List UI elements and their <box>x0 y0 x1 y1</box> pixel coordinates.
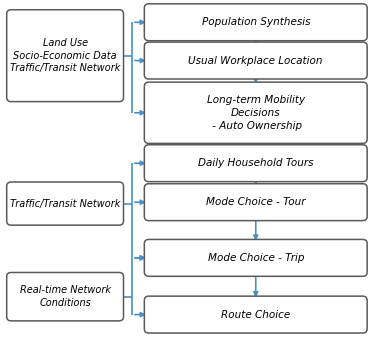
Text: Mode Choice - Tour: Mode Choice - Tour <box>206 197 305 207</box>
FancyBboxPatch shape <box>7 272 124 321</box>
Text: Land Use
Socio-Economic Data
Traffic/Transit Network: Land Use Socio-Economic Data Traffic/Tra… <box>10 38 120 73</box>
FancyBboxPatch shape <box>144 42 367 79</box>
FancyBboxPatch shape <box>7 182 124 225</box>
FancyBboxPatch shape <box>144 145 367 182</box>
FancyBboxPatch shape <box>144 82 367 143</box>
Text: Traffic/Transit Network: Traffic/Transit Network <box>10 199 120 208</box>
Text: Usual Workplace Location: Usual Workplace Location <box>189 56 323 65</box>
Text: Long-term Mobility
Decisions
 - Auto Ownership: Long-term Mobility Decisions - Auto Owne… <box>207 95 305 130</box>
Text: Daily Household Tours: Daily Household Tours <box>198 158 314 168</box>
FancyBboxPatch shape <box>7 10 124 102</box>
Text: Route Choice: Route Choice <box>221 310 291 319</box>
FancyBboxPatch shape <box>144 4 367 41</box>
FancyBboxPatch shape <box>144 184 367 221</box>
Text: Real-time Network
Conditions: Real-time Network Conditions <box>20 285 110 308</box>
Text: Mode Choice - Trip: Mode Choice - Trip <box>208 253 304 263</box>
FancyBboxPatch shape <box>144 296 367 333</box>
Text: Population Synthesis: Population Synthesis <box>202 17 310 27</box>
FancyBboxPatch shape <box>144 239 367 276</box>
